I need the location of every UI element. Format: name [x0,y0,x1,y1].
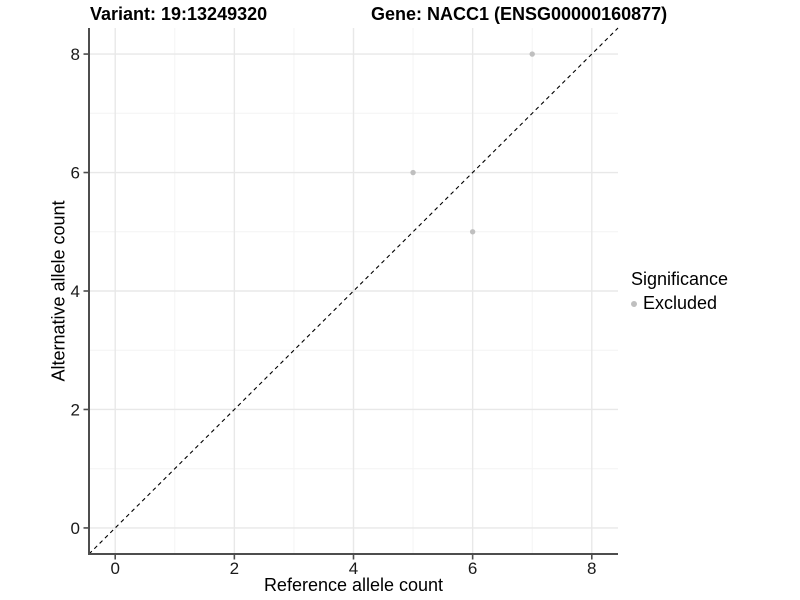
data-point [469,229,476,235]
plot-title-variant: Variant: 19:13249320 [90,4,268,24]
legend-point-icon [631,300,637,307]
y-axis-title: Alternative allele count [48,200,69,382]
y-tick-label: 2 [71,400,80,419]
x-tick-label: 4 [349,559,358,578]
x-axis-title: Reference allele count [263,575,444,595]
y-tick-label: 4 [71,282,80,301]
y-tick-label: 8 [71,45,80,64]
legend-entry-excluded: Excluded [631,293,728,314]
x-tick-label: 2 [230,559,239,578]
legend-entry-label: Excluded [643,293,718,313]
legend-title: Significance [631,269,729,289]
y-tick-label: 0 [71,519,80,538]
x-tick-label: 0 [110,559,119,578]
x-tick-label: 6 [468,559,477,578]
y-tick-label: 6 [71,164,80,183]
data-point [529,51,535,57]
legend: Significance Excluded [631,269,728,314]
x-tick-label: 8 [587,559,596,578]
data-point [410,169,416,176]
plot-title-gene: Gene: NACC1 (ENSG00000160877) [371,4,668,24]
